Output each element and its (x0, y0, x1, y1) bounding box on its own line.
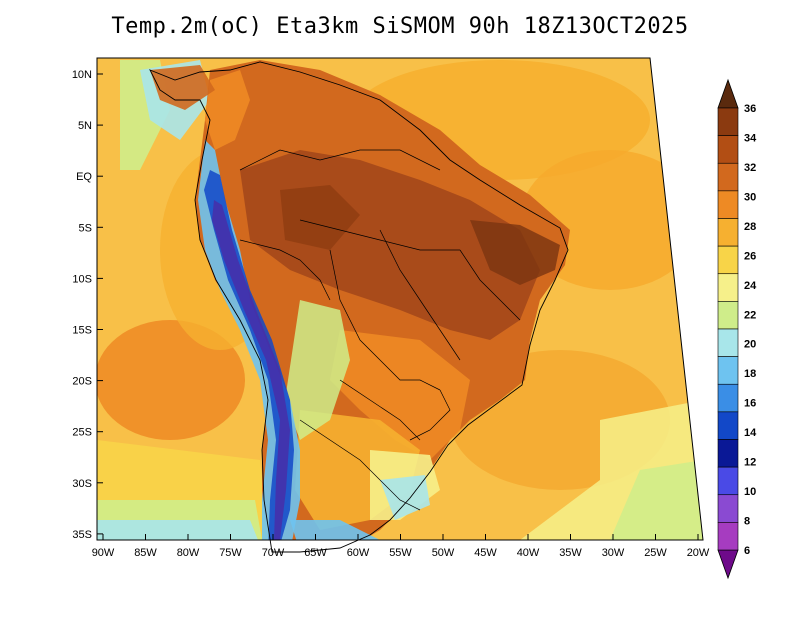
map-plot-area (96, 57, 704, 553)
colorbar-segment (717, 494, 739, 523)
colorbar-label: 28 (744, 221, 756, 233)
latitude-axis: 10N 5N EQ 5S 10S 15S 20S 25S 30S 35S (72, 69, 103, 541)
colorbar-label: 8 (744, 516, 750, 528)
lat-tick-label: 5N (78, 120, 92, 132)
colorbar-segment (717, 162, 739, 192)
lon-tick-label: 65W (304, 547, 327, 559)
colorbar-segment (717, 190, 739, 219)
colorbar: 36 34 32 30 28 26 24 22 20 18 16 14 12 10 8 6 (717, 78, 757, 580)
map-frame (96, 57, 704, 541)
lon-tick-label: 30W (602, 547, 625, 559)
lon-tick-label: 55W (389, 547, 412, 559)
land-warm-band (330, 330, 470, 460)
longitude-axis: 90W 85W 80W 75W 70W 65W 60W 55W 50W 45W 40W 35W 30W 2… (92, 534, 710, 559)
colorbar-segment (717, 356, 739, 385)
lon-tick-label: 85W (134, 547, 157, 559)
lon-tick-label: 60W (347, 547, 370, 559)
colorbar-label: 22 (744, 309, 756, 321)
lat-tick-label: 10S (72, 273, 92, 285)
andes-coldest-band (212, 200, 290, 540)
colorbar-label: 12 (744, 457, 756, 469)
colorbar-segment (717, 411, 739, 440)
lat-tick-label: 35S (72, 529, 92, 541)
ocean-warm-patch (97, 320, 245, 440)
lon-tick-label: 20W (687, 547, 710, 559)
colorbar-segment (717, 135, 739, 164)
ocean-cool-patch (610, 460, 703, 540)
lon-tick-label: 70W (262, 547, 285, 559)
lon-tick-label: 45W (474, 547, 497, 559)
colorbar-label: 16 (744, 398, 756, 410)
lon-tick-label: 50W (432, 547, 455, 559)
land-hot-core (470, 220, 560, 285)
map-title: Temp.2m(oC) Eta3km SiSMOM 90h 18Z13OCT20… (111, 14, 689, 39)
lon-tick-label: 35W (559, 547, 582, 559)
colorbar-segment (717, 328, 739, 357)
lat-tick-label: 20S (72, 376, 92, 388)
colorbar-label: 20 (744, 339, 756, 351)
lat-tick-label: 25S (72, 427, 92, 439)
colorbar-label: 14 (744, 427, 757, 439)
colorbar-label: 6 (744, 545, 750, 557)
colorbar-bottom-arrow (717, 549, 739, 580)
lon-tick-label: 80W (177, 547, 200, 559)
country-borders (239, 149, 521, 511)
lon-tick-label: 75W (219, 547, 242, 559)
lat-tick-label: 5S (79, 222, 92, 234)
lon-tick-label: 90W (92, 547, 115, 559)
lat-tick-label: 10N (72, 69, 92, 81)
colorbar-segment (717, 439, 739, 468)
colorbar-segment (717, 273, 739, 302)
colorbar-segment (717, 301, 739, 330)
lat-tick-label: 15S (72, 325, 92, 337)
land-mild-band (285, 300, 350, 440)
colombia-warm-patch (205, 70, 250, 150)
land-cool-band (290, 520, 380, 540)
colorbar-label: 32 (744, 162, 756, 174)
colorbar-label: 30 (744, 191, 756, 203)
colorbar-segment (717, 245, 739, 275)
lat-tick-label: EQ (76, 171, 92, 183)
colorbar-top-arrow (717, 78, 739, 109)
lat-tick-label: 30S (72, 478, 92, 490)
colorbar-segment (717, 383, 739, 413)
lon-tick-label: 40W (517, 547, 540, 559)
colorbar-label: 34 (744, 132, 757, 144)
coastline (149, 61, 569, 553)
colorbar-label: 24 (744, 280, 757, 292)
colorbar-label: 26 (744, 250, 756, 262)
lon-tick-label: 25W (644, 547, 667, 559)
ocean-cool-patch (97, 520, 258, 540)
colorbar-segment (717, 522, 739, 551)
colorbar-label: 18 (744, 368, 756, 380)
colorbar-segment (717, 466, 739, 496)
colorbar-segment (717, 218, 739, 247)
colorbar-segment (717, 107, 739, 136)
land-hot-core (280, 185, 360, 250)
colorbar-label: 36 (744, 103, 756, 115)
colorbar-label: 10 (744, 486, 756, 498)
